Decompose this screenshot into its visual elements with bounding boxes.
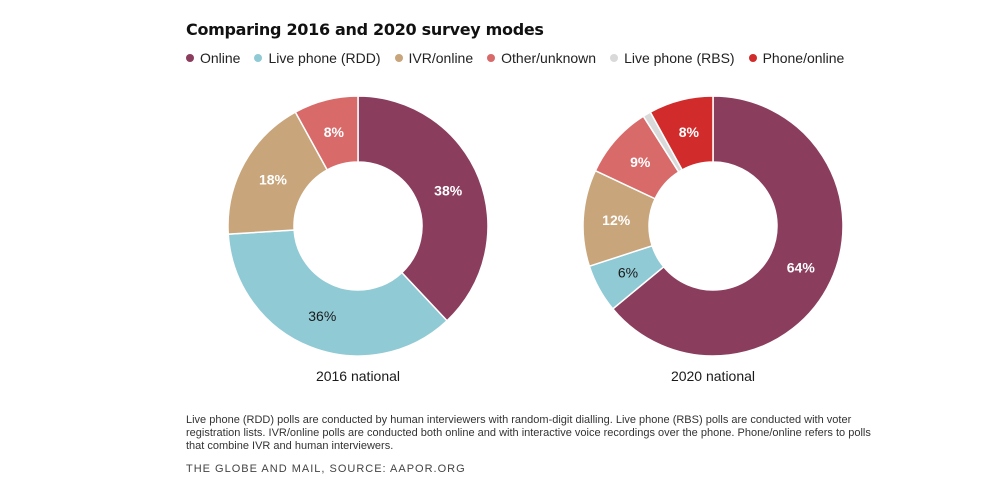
slice-value-label: 38% xyxy=(434,182,463,198)
legend-item-ivr-online: IVR/online xyxy=(394,50,474,66)
chart-caption: 2020 national xyxy=(671,368,755,384)
legend-swatch-phone-online xyxy=(748,54,757,62)
chart-caption: 2016 national xyxy=(316,368,400,384)
slice-value-label: 8% xyxy=(324,124,345,140)
slice-value-label: 64% xyxy=(787,259,816,275)
slice-value-label: 18% xyxy=(259,171,288,187)
legend-swatch-live-phone-rbs xyxy=(610,54,619,62)
legend-item-live-phone-rbs: Live phone (RBS) xyxy=(610,50,735,66)
legend-swatch-other-unknown xyxy=(487,54,496,62)
legend-swatch-live-phone-rdd xyxy=(254,54,263,62)
donut-slice-2016-online xyxy=(357,95,489,322)
donut-slice-2020-online xyxy=(611,95,844,357)
legend-swatch-ivr-online xyxy=(394,54,403,62)
legend-swatch-online xyxy=(186,54,194,62)
legend-label: Live phone (RBS) xyxy=(624,50,735,66)
slice-value-label: 9% xyxy=(630,154,651,170)
donut-slice-2020-phone-online xyxy=(649,95,714,171)
slice-value-label: 6% xyxy=(618,265,638,281)
legend-label: Live phone (RDD) xyxy=(268,50,381,66)
legend-label: Other/unknown xyxy=(501,50,597,66)
donut-slice-2016-other-unknown xyxy=(294,95,359,171)
slice-value-label: 36% xyxy=(308,308,336,324)
footnote: Live phone (RDD) polls are conducted by … xyxy=(186,414,871,452)
legend-label: IVR/online xyxy=(408,50,474,66)
legend-label: Online xyxy=(200,50,241,66)
donut-slice-2016-live-phone-rdd xyxy=(227,229,449,357)
slice-value-label: 8% xyxy=(679,124,700,140)
slice-value-label: 12% xyxy=(602,212,631,228)
legend-item-online: Online xyxy=(186,50,240,66)
legend-label: Phone/online xyxy=(762,50,845,66)
legend-item-other-unknown: Other/unknown xyxy=(487,50,596,66)
donut-slice-2016-ivr-online xyxy=(227,111,329,235)
legend-item-phone-online: Phone/online xyxy=(748,50,845,66)
legend-item-live-phone-rdd: Live phone (RDD) xyxy=(254,50,381,66)
legend: Online Live phone (RDD) IVR/online Other… xyxy=(186,50,858,66)
chart-title: Comparing 2016 and 2020 survey modes xyxy=(186,20,544,39)
source-credit: THE GLOBE AND MAIL, SOURCE: AAPOR.ORG xyxy=(186,463,466,475)
